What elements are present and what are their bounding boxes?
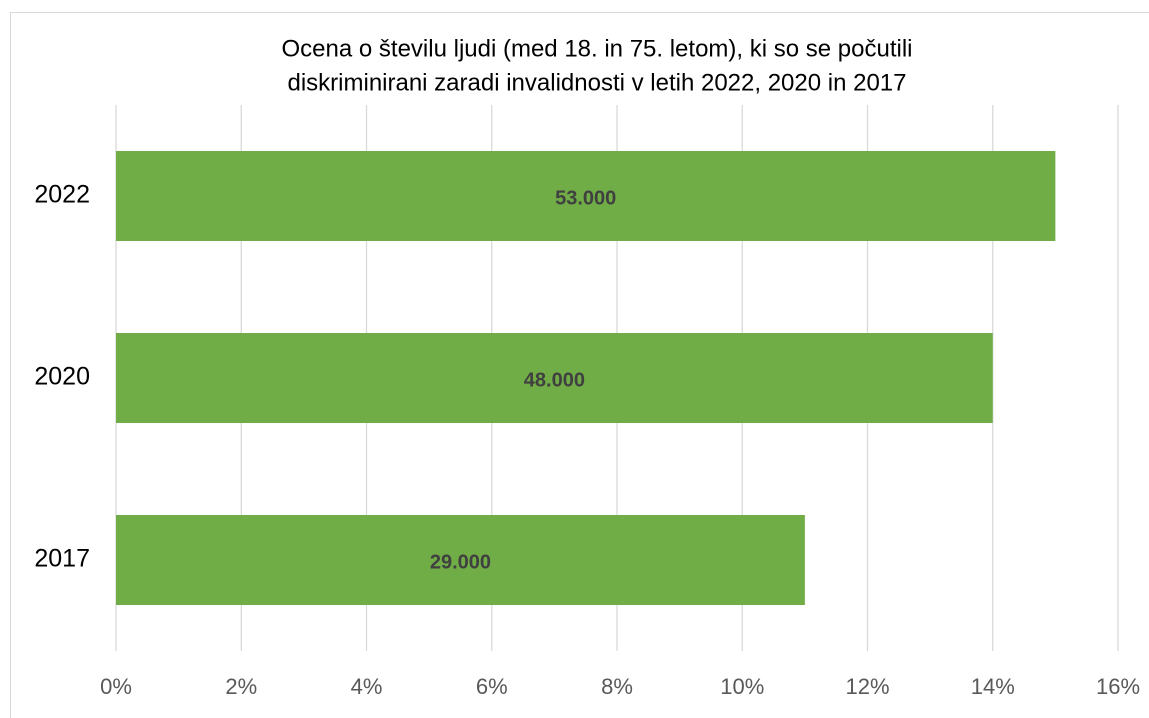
bar	[116, 333, 993, 423]
y-tick-label: 2020	[34, 363, 90, 391]
chart-title: Ocena o številu ljudi (med 18. in 75. le…	[282, 35, 913, 62]
y-tick-label: 2017	[34, 545, 90, 573]
x-tick-label: 2%	[225, 674, 257, 699]
x-tick-label: 16%	[1096, 674, 1140, 699]
x-tick-label: 6%	[476, 674, 508, 699]
bar-annotation: 53.000	[555, 187, 616, 209]
x-tick-label: 10%	[720, 674, 764, 699]
bar	[116, 515, 805, 605]
y-tick-label: 2022	[34, 181, 90, 209]
x-tick-label: 8%	[601, 674, 633, 699]
x-tick-label: 4%	[351, 674, 383, 699]
chart-title: diskriminirani zaradi invalidnosti v let…	[287, 69, 906, 96]
bar-annotation: 48.000	[524, 369, 585, 391]
bar	[116, 151, 1056, 241]
x-tick-label: 14%	[971, 674, 1015, 699]
bar-annotation: 29.000	[430, 551, 491, 573]
x-tick-label: 12%	[845, 674, 889, 699]
chart-border	[10, 12, 1149, 718]
x-tick-label: 0%	[100, 674, 132, 699]
